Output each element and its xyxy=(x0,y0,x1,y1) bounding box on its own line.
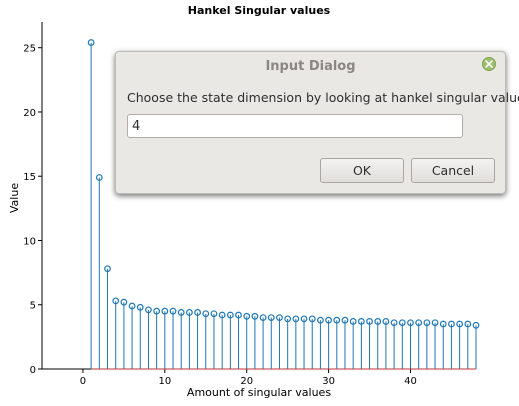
stem-marker xyxy=(349,318,357,325)
x-axis-label: Amount of singular values xyxy=(187,386,331,399)
stem-marker xyxy=(317,316,324,324)
stem-marker xyxy=(87,39,95,46)
stem-marker xyxy=(357,318,365,325)
stem-marker xyxy=(235,311,242,319)
state-dimension-input[interactable] xyxy=(127,114,463,138)
x-tick-label: 40 xyxy=(404,376,417,387)
stem-marker xyxy=(161,307,169,315)
y-tick-label: 20 xyxy=(23,108,36,119)
stem-marker xyxy=(439,320,447,328)
stem-marker xyxy=(366,318,373,325)
stem-marker xyxy=(374,318,382,325)
ok-button[interactable]: OK xyxy=(320,158,404,183)
stem-marker xyxy=(259,314,267,321)
stem-marker xyxy=(169,307,177,315)
stem-marker xyxy=(423,319,431,327)
stem-marker xyxy=(300,315,308,323)
close-icon[interactable] xyxy=(482,57,496,71)
stem-marker xyxy=(415,319,423,327)
stem-marker xyxy=(95,174,103,181)
y-tick-label: 0 xyxy=(30,365,36,376)
stem-marker xyxy=(185,309,193,316)
stem-marker xyxy=(333,316,341,324)
stem-marker xyxy=(202,310,210,318)
stem-marker xyxy=(382,318,390,325)
dialog-prompt: Choose the state dimension by looking at… xyxy=(127,90,519,105)
stem-marker xyxy=(120,298,128,306)
y-axis-label: Value xyxy=(8,183,21,213)
close-glyph xyxy=(485,60,493,68)
stem-marker xyxy=(431,319,439,327)
stem-marker xyxy=(136,303,144,311)
stem-marker xyxy=(210,310,218,318)
stem-marker xyxy=(398,319,406,327)
cancel-button[interactable]: Cancel xyxy=(411,158,495,183)
stem-marker xyxy=(390,319,398,327)
y-tick-label: 25 xyxy=(23,44,36,55)
stem-marker xyxy=(112,297,120,305)
stem-marker xyxy=(194,309,201,316)
stem-marker xyxy=(145,306,152,314)
stem-marker xyxy=(341,316,349,324)
x-tick-label: 20 xyxy=(240,376,253,387)
stem-marker xyxy=(218,311,226,319)
input-dialog: Input Dialog Choose the state dimension … xyxy=(115,51,519,194)
y-tick-label: 5 xyxy=(30,301,36,312)
stem-marker xyxy=(325,316,333,324)
stem-marker xyxy=(104,265,111,273)
stem-marker xyxy=(177,309,185,316)
stem-series xyxy=(87,39,480,370)
dialog-title: Input Dialog xyxy=(265,59,356,74)
x-tick-label: 0 xyxy=(80,376,86,387)
stem-marker xyxy=(292,315,300,323)
stem-marker xyxy=(284,315,292,323)
stem-marker xyxy=(153,307,161,315)
stem-marker xyxy=(128,302,136,310)
x-tick-label: 30 xyxy=(322,376,335,387)
stem-marker xyxy=(308,315,316,323)
stem-marker xyxy=(407,319,414,327)
y-tick-label: 10 xyxy=(23,236,36,247)
stem-marker xyxy=(243,312,251,320)
y-tick-label: 15 xyxy=(23,172,36,183)
stem-marker xyxy=(456,320,464,328)
stem-marker xyxy=(464,320,472,328)
stem-marker xyxy=(276,314,283,321)
stem-marker xyxy=(226,311,234,319)
chart-title: Hankel Singular values xyxy=(188,4,331,17)
stem-marker xyxy=(267,314,275,321)
stem-marker xyxy=(251,312,259,320)
x-tick-label: 10 xyxy=(158,376,171,387)
stem-marker xyxy=(472,321,480,329)
stem-marker xyxy=(448,320,455,328)
